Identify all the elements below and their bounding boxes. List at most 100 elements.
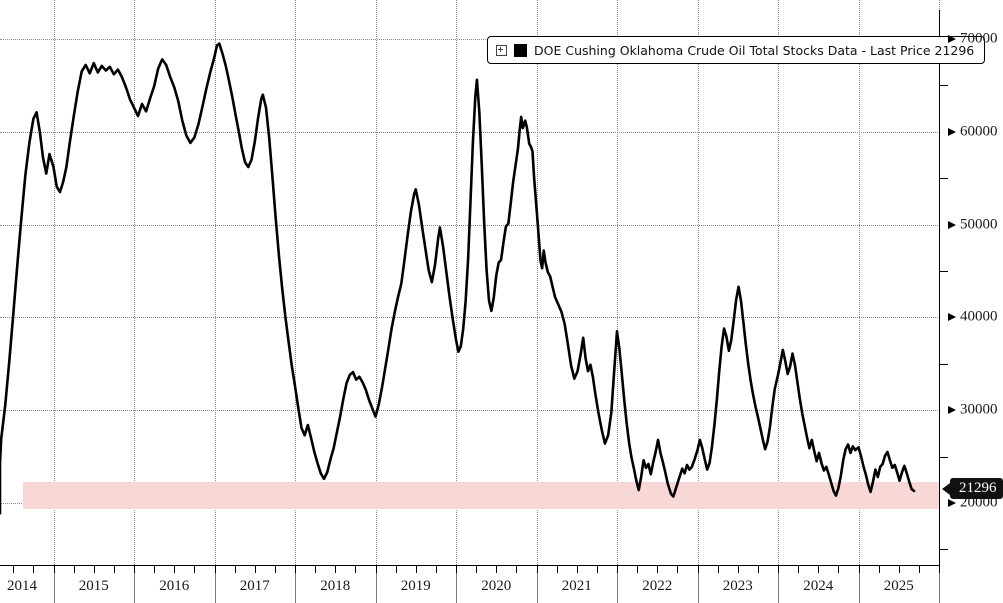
x-axis-tick bbox=[677, 566, 679, 573]
x-axis-tick bbox=[757, 566, 759, 573]
plot-right-border bbox=[939, 10, 940, 566]
y-axis-label-60000: 60000 bbox=[960, 123, 998, 140]
y-axis-arrow-20000 bbox=[948, 499, 956, 507]
x-axis-tick bbox=[456, 566, 457, 573]
legend-color-swatch bbox=[514, 43, 527, 57]
x-axis-tick bbox=[73, 566, 75, 573]
y-axis-label-50000: 50000 bbox=[960, 216, 998, 233]
gridline-x-2024 bbox=[778, 0, 779, 565]
x-axis-tick bbox=[274, 566, 276, 573]
x-axis-tick bbox=[33, 566, 35, 573]
x-axis-tick bbox=[838, 566, 840, 573]
x-axis-tick bbox=[395, 566, 397, 573]
x-axis-tick bbox=[657, 566, 659, 573]
x-axis-tick bbox=[254, 566, 256, 573]
x-axis-tick bbox=[435, 566, 437, 573]
y-axis-arrow-60000 bbox=[948, 127, 956, 136]
x-axis-label-2025: 2025 bbox=[883, 578, 914, 594]
y-axis-label-30000: 30000 bbox=[960, 401, 998, 418]
gridline-x-2021 bbox=[536, 0, 538, 565]
x-axis-tick bbox=[194, 566, 196, 573]
x-axis-label-2018: 2018 bbox=[320, 578, 351, 594]
x-axis-label-2021: 2021 bbox=[561, 578, 592, 594]
x-axis-tick bbox=[556, 566, 558, 573]
x-axis-tick bbox=[737, 566, 739, 573]
x-axis-tick bbox=[315, 566, 317, 573]
x-axis-tick bbox=[717, 566, 719, 573]
x-axis-tick bbox=[375, 566, 377, 573]
x-axis-separator-2024 bbox=[778, 566, 779, 603]
y-axis-minor-tick-35000 bbox=[940, 363, 948, 365]
x-axis-tick bbox=[697, 566, 699, 573]
x-axis-tick bbox=[134, 566, 135, 573]
x-axis: 2014 2015 2016 2017 2018 2019 2020 2021 2022 2023… bbox=[0, 566, 940, 603]
gridline-x-2015 bbox=[53, 0, 55, 565]
x-axis-separator-2026 bbox=[939, 566, 940, 603]
plot-bottom-border bbox=[0, 565, 940, 566]
x-axis-tick bbox=[476, 566, 478, 573]
x-axis-label-2024: 2024 bbox=[803, 578, 834, 594]
x-axis-tick bbox=[174, 566, 176, 573]
gridline-x-2023 bbox=[697, 0, 699, 565]
x-axis-tick bbox=[113, 566, 115, 573]
gridline-y-30000 bbox=[0, 410, 940, 412]
x-axis-tick bbox=[818, 566, 820, 573]
x-axis-tick bbox=[13, 566, 15, 573]
gridline-y-40000 bbox=[0, 317, 940, 319]
x-axis-tick bbox=[93, 566, 95, 573]
x-axis-label-2016: 2016 bbox=[159, 578, 190, 594]
x-axis-separator-2017 bbox=[214, 566, 216, 603]
legend-label: DOE Cushing Oklahoma Crude Oil Total Sto… bbox=[534, 42, 975, 58]
x-axis-tick bbox=[898, 566, 900, 573]
gridline-x-2025 bbox=[858, 0, 860, 565]
gridline-x-2016 bbox=[134, 0, 135, 565]
y-axis: 70000 60000 50000 40000 30000 20000 bbox=[940, 0, 1003, 566]
highlight-band bbox=[23, 482, 940, 509]
chart-legend[interactable]: DOE Cushing Oklahoma Crude Oil Total Sto… bbox=[487, 36, 986, 64]
y-axis-arrow-30000 bbox=[948, 406, 956, 415]
x-axis-tick bbox=[778, 566, 779, 573]
y-axis-label-40000: 40000 bbox=[960, 308, 998, 325]
x-axis-tick bbox=[295, 566, 296, 573]
y-axis-minor-tick-15000 bbox=[940, 549, 948, 551]
x-axis-tick bbox=[516, 566, 518, 573]
y-axis-arrow-70000 bbox=[948, 35, 956, 43]
x-axis-tick bbox=[637, 566, 639, 573]
gridline-x-2020 bbox=[456, 0, 457, 565]
x-axis-separator-2018 bbox=[295, 566, 296, 603]
x-axis-tick bbox=[596, 566, 598, 573]
x-axis-tick bbox=[496, 566, 498, 573]
x-axis-tick bbox=[617, 566, 618, 573]
x-axis-separator-2021 bbox=[536, 566, 538, 603]
y-axis-label-70000: 70000 bbox=[960, 30, 998, 47]
x-axis-separator-2023 bbox=[697, 566, 699, 603]
x-axis-separator-2022 bbox=[617, 566, 618, 603]
gridline-x-2017 bbox=[214, 0, 216, 565]
x-axis-label-2015: 2015 bbox=[78, 578, 109, 594]
gridline-x-2018 bbox=[295, 0, 296, 565]
y-axis-minor-tick-25000 bbox=[940, 456, 948, 458]
x-axis-tick bbox=[939, 566, 940, 573]
x-axis-tick bbox=[918, 566, 920, 573]
gridline-x-2019 bbox=[375, 0, 377, 565]
x-axis-separator-2020 bbox=[456, 566, 457, 603]
expand-box-icon[interactable] bbox=[496, 44, 507, 56]
x-axis-separator-2025 bbox=[858, 566, 860, 603]
x-axis-label-2014: 2014 bbox=[7, 578, 37, 594]
x-axis-tick bbox=[536, 566, 538, 573]
x-axis-tick bbox=[878, 566, 880, 573]
gridline-y-70000 bbox=[0, 39, 940, 40]
x-axis-tick bbox=[234, 566, 236, 573]
x-axis-tick bbox=[858, 566, 860, 573]
x-axis-tick bbox=[355, 566, 357, 573]
y-axis-minor-tick-45000 bbox=[940, 271, 948, 272]
x-axis-tick bbox=[53, 566, 55, 573]
x-axis-separator-2015 bbox=[53, 566, 55, 603]
x-axis-tick bbox=[576, 566, 578, 573]
x-axis-label-2017: 2017 bbox=[239, 578, 270, 594]
last-price-badge: 21296 bbox=[950, 478, 1003, 499]
x-axis-tick bbox=[415, 566, 417, 573]
series-line-chart bbox=[0, 42, 916, 515]
gridline-y-60000 bbox=[0, 131, 940, 133]
